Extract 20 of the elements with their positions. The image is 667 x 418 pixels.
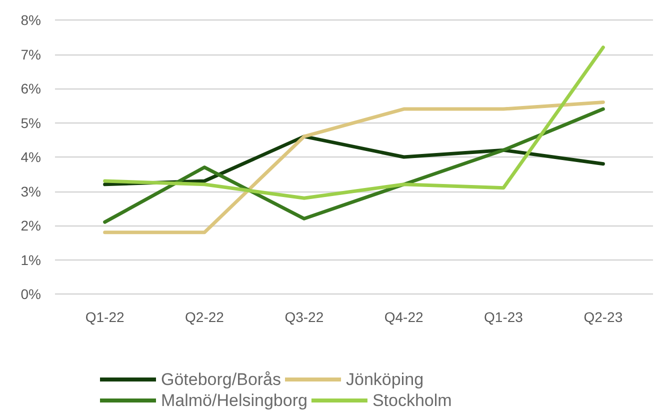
y-tick-label: 5% xyxy=(20,114,41,131)
y-tick-label: 2% xyxy=(20,218,41,234)
legend-label: Malmö/Helsingborg xyxy=(161,391,308,410)
y-tick-label: 3% xyxy=(20,183,41,200)
x-tick-label: Q1-22 xyxy=(85,309,124,325)
legend-label: Jönköping xyxy=(346,370,424,389)
y-tick-label: 6% xyxy=(20,80,41,96)
y-tick-label: 0% xyxy=(20,286,41,302)
legend-label: Stockholm xyxy=(372,391,452,410)
x-tick-label: Q1-23 xyxy=(484,309,524,325)
x-tick-label: Q3-22 xyxy=(284,309,324,325)
x-tick-label: Q4-22 xyxy=(384,309,424,325)
line-series xyxy=(103,46,605,200)
y-tick-label: 7% xyxy=(20,46,41,62)
y-tick-label: 4% xyxy=(20,149,41,165)
x-tick-label: Q2-23 xyxy=(584,309,623,325)
y-tick-label: 1% xyxy=(20,252,41,268)
legend-label: Göteborg/Borås xyxy=(161,370,282,389)
y-tick-label: 8% xyxy=(20,12,41,28)
x-tick-label: Q2-22 xyxy=(185,309,224,325)
